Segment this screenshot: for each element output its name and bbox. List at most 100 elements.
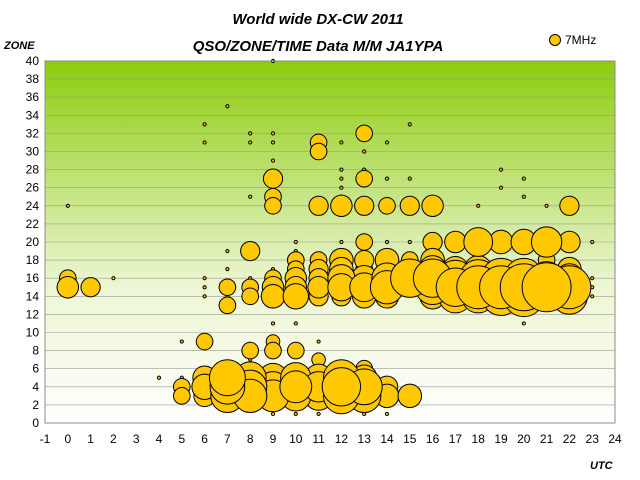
data-point [270, 131, 276, 136]
plot-border [44, 60, 616, 424]
data-point [179, 339, 184, 344]
legend-label: 7MHz [565, 33, 596, 47]
x-tick-label: 1 [87, 432, 94, 446]
y-tick-label: 14 [26, 289, 40, 303]
y-tick-label: 4 [32, 380, 39, 394]
data-point [421, 194, 444, 218]
x-tick-label: 23 [586, 432, 600, 446]
x-tick-label: 18 [472, 432, 486, 446]
data-point [378, 196, 396, 215]
x-tick-label: 5 [178, 432, 185, 446]
data-point [56, 276, 80, 299]
x-tick-label: 16 [426, 432, 440, 446]
y-tick-label: 6 [32, 362, 39, 376]
data-point [225, 267, 230, 272]
data-point [264, 341, 282, 360]
data-point [339, 176, 344, 181]
data-point [384, 239, 390, 245]
x-tick-label: 6 [201, 432, 208, 446]
data-point [362, 149, 367, 154]
y-tick-label: 12 [26, 307, 40, 321]
data-point [355, 233, 374, 251]
data-point [544, 203, 549, 208]
y-tick-label: 32 [26, 126, 40, 140]
data-point [202, 285, 207, 290]
x-tick-label: 0 [64, 432, 71, 446]
data-point [111, 276, 116, 281]
data-point [286, 341, 305, 360]
chart-subtitle: QSO/ZONE/TIME Data M/M JA1YPA [193, 38, 444, 55]
x-tick-label: -1 [40, 432, 51, 446]
data-point [590, 239, 595, 245]
data-point [530, 226, 563, 258]
x-tick-label: 20 [517, 432, 531, 446]
legend-marker [549, 34, 561, 46]
y-tick-label: 26 [26, 181, 40, 195]
x-tick-label: 2 [110, 432, 117, 446]
data-point [407, 176, 412, 181]
y-tick-label: 10 [26, 326, 40, 340]
markers [56, 58, 595, 417]
data-point [241, 341, 260, 360]
data-point [355, 169, 374, 188]
data-point [559, 195, 580, 216]
x-tick-labels: -1 0 1 2 3 4 5 6 7 8 9 10 11 12 13 14 15 16 17 18 19 20 21 22 23… [40, 432, 622, 446]
data-point [339, 140, 344, 145]
data-point [225, 248, 230, 254]
x-tick-label: 24 [608, 432, 622, 446]
data-point [218, 278, 237, 297]
data-point [339, 185, 344, 190]
data-point [384, 140, 390, 145]
data-point [399, 195, 420, 216]
data-point [218, 296, 237, 315]
data-point [270, 158, 276, 163]
data-point [498, 167, 504, 172]
y-tick-label: 30 [26, 145, 40, 159]
data-point [521, 262, 572, 313]
x-tick-label: 13 [358, 432, 372, 446]
data-point [309, 142, 328, 161]
data-point [330, 194, 353, 218]
data-point [248, 131, 253, 136]
x-tick-label: 14 [380, 432, 394, 446]
data-point [355, 124, 374, 143]
data-point [279, 370, 313, 404]
data-point [384, 176, 390, 181]
data-point [241, 287, 260, 306]
x-tick-label: 21 [540, 432, 554, 446]
data-point [208, 359, 246, 397]
data-point [308, 195, 329, 216]
data-point [444, 230, 467, 254]
x-tick-label: 4 [156, 432, 163, 446]
y-axis-label: ZONE [3, 40, 35, 52]
data-point [521, 321, 526, 326]
x-tick-label: 7 [224, 432, 231, 446]
legend: 7MHz [549, 33, 596, 47]
data-point [195, 332, 214, 351]
y-tick-label: 28 [26, 163, 40, 177]
x-tick-label: 19 [494, 432, 508, 446]
x-tick-label: 15 [403, 432, 417, 446]
x-tick-label: 3 [133, 432, 140, 446]
data-point [307, 276, 330, 299]
data-point [156, 375, 162, 380]
x-tick-label: 9 [270, 432, 277, 446]
data-point [172, 387, 191, 405]
data-point [248, 140, 253, 145]
data-point [270, 411, 276, 417]
data-point [293, 239, 298, 245]
data-point [293, 321, 298, 326]
data-point [270, 321, 276, 326]
y-tick-label: 18 [26, 253, 40, 267]
y-tick-label: 20 [26, 235, 40, 249]
y-tick-label: 36 [26, 90, 40, 104]
y-tick-label: 40 [26, 54, 40, 68]
data-point [590, 276, 595, 281]
data-point [80, 277, 101, 298]
data-point [264, 196, 282, 215]
data-point [354, 195, 375, 216]
data-point [498, 185, 504, 190]
data-point [407, 122, 412, 127]
